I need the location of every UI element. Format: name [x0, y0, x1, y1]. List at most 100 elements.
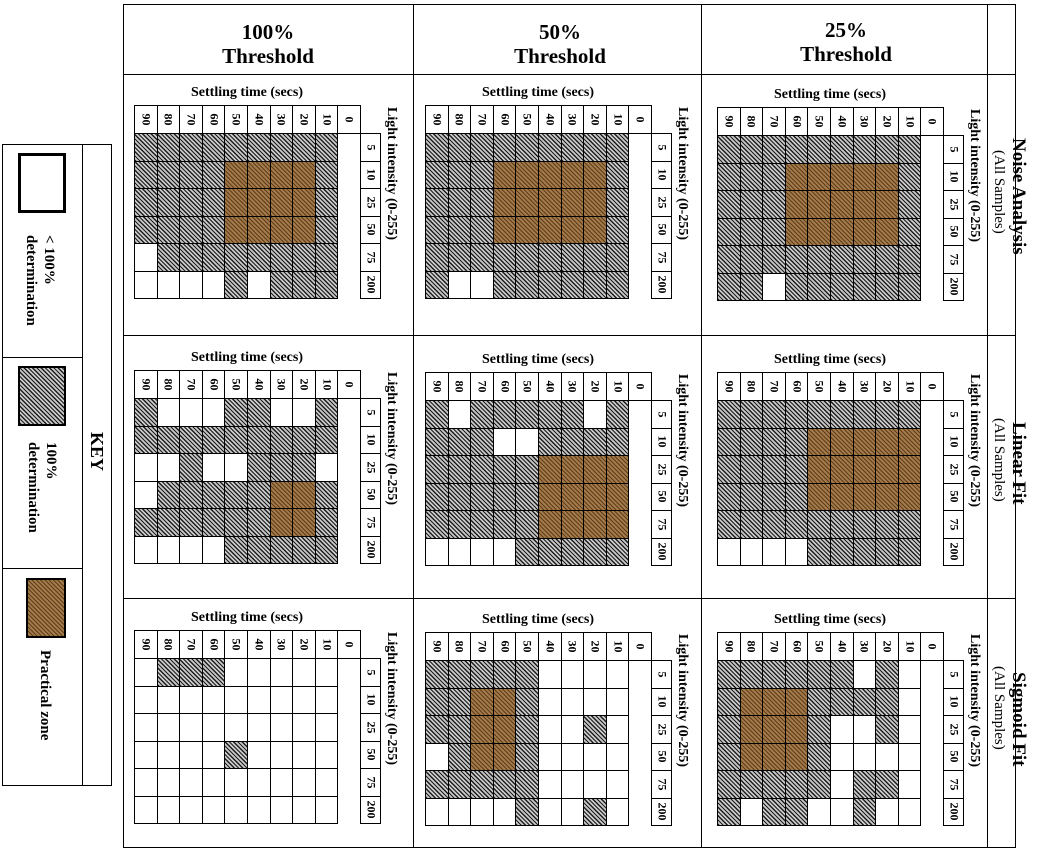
cell-100-determination [784, 272, 809, 301]
cell-practical-zone [292, 160, 316, 189]
cell-100-determination [447, 770, 472, 799]
light-tick-label: 5 [360, 658, 381, 687]
settling-tick-label: 40 [830, 632, 854, 661]
cell-100-determination [425, 133, 449, 162]
light-tick-text: 25 [947, 723, 961, 736]
cell-100-determination [717, 245, 741, 274]
cell-practical-zone [560, 482, 585, 511]
cell-100-determination [538, 400, 562, 429]
cell-100-determination [156, 133, 181, 162]
cell-100-determination [425, 715, 449, 744]
light-tick-text: 5 [947, 146, 961, 153]
cell-100-determination [201, 160, 226, 189]
cell-less-than-100 [314, 658, 339, 687]
settling-tick-text: 0 [342, 116, 357, 123]
settling-tick-label: 70 [179, 105, 203, 134]
cell-practical-zone [830, 190, 854, 219]
cell-practical-zone [852, 217, 877, 246]
settling-tick-text: 60 [790, 380, 805, 393]
settling-tick-text: 60 [790, 640, 805, 653]
cell-less-than-100 [134, 768, 158, 797]
row-header-sub: (All Samples) [991, 666, 1007, 750]
cell-practical-zone [538, 510, 562, 539]
cell-less-than-100 [605, 770, 630, 799]
light-tick-label: 50 [651, 215, 672, 244]
cell-100-determination [134, 160, 158, 189]
cell-100-determination [201, 188, 226, 217]
cell-100-determination [247, 535, 271, 564]
cell-100-determination [224, 535, 248, 564]
cell-100-determination [717, 687, 741, 716]
cell-100-determination [807, 245, 831, 274]
grid-noise-25: Settling time (secs) 90 80 70 60 50 40 30 20 10 0 5… [717, 87, 997, 337]
settling-tick-label: 30 [560, 632, 585, 661]
cell-100-determination [583, 797, 607, 826]
cell-less-than-100 [583, 770, 607, 799]
light-tick-text: 75 [655, 778, 669, 791]
cell-100-determination [470, 427, 494, 456]
settling-tick-text: 40 [252, 113, 267, 126]
settling-tick-label: 0 [337, 370, 361, 399]
light-tick-text: 75 [364, 251, 378, 264]
settling-tick-label: 50 [224, 370, 248, 399]
cell-100-determination [201, 133, 226, 162]
cell-100-determination [201, 508, 226, 537]
cell-less-than-100 [201, 398, 226, 427]
cell-100-determination [447, 133, 472, 162]
cell-100-determination [875, 400, 899, 429]
cell-100-determination [269, 133, 294, 162]
cell-practical-zone [269, 215, 294, 244]
cell-less-than-100 [560, 715, 585, 744]
settling-tick-label: 10 [897, 372, 922, 401]
cell-less-than-100 [156, 535, 181, 564]
light-tick-text: 50 [947, 225, 961, 238]
settling-tick-text: 20 [297, 113, 312, 126]
key-swatch-practical [26, 578, 66, 638]
cell-100-determination [784, 135, 809, 164]
settling-tick-text: 80 [744, 380, 759, 393]
settling-tick-label: 10 [314, 370, 339, 399]
settling-tick-text: 70 [767, 640, 782, 653]
cell-practical-zone [875, 217, 899, 246]
settling-tick-text: 90 [139, 113, 154, 126]
cell-less-than-100 [247, 658, 271, 687]
cell-100-determination [762, 455, 786, 484]
settling-tick-text: 90 [722, 115, 737, 128]
settling-tick-label: 0 [337, 630, 361, 659]
cell-100-determination [515, 400, 539, 429]
light-tick-label: 50 [651, 482, 672, 511]
cell-practical-zone [784, 715, 809, 744]
cell-100-determination [224, 243, 248, 272]
cell-less-than-100 [830, 797, 854, 826]
cell-less-than-100 [134, 480, 158, 509]
cell-less-than-100 [447, 400, 472, 429]
light-tick-text: 75 [364, 776, 378, 789]
cell-100-determination [201, 243, 226, 272]
cell-100-determination [717, 190, 741, 219]
light-tick-text: 10 [364, 433, 378, 446]
cell-100-determination [717, 217, 741, 246]
cell-less-than-100 [314, 768, 339, 797]
light-tick-text: 25 [947, 463, 961, 476]
cell-100-determination [470, 770, 494, 799]
settling-tick-label: 70 [762, 632, 786, 661]
cell-practical-zone [269, 480, 294, 509]
cell-less-than-100 [314, 453, 339, 482]
cell-practical-zone [292, 188, 316, 217]
cell-less-than-100 [269, 768, 294, 797]
key-swatch-white [18, 153, 66, 213]
hline-1 [123, 74, 1016, 75]
settling-tick-text: 30 [857, 115, 872, 128]
light-tick-label: 25 [360, 188, 381, 217]
cell-less-than-100 [762, 272, 786, 301]
light-tick-label: 75 [360, 243, 381, 272]
settling-tick-text: 0 [633, 116, 648, 123]
light-tick-label: 10 [651, 160, 672, 189]
light-tick-label: 75 [651, 510, 672, 539]
cell-100-determination [605, 400, 630, 429]
light-tick-text: 50 [655, 490, 669, 503]
light-tick-text: 25 [655, 196, 669, 209]
settling-tick-label: 70 [470, 632, 494, 661]
cell-less-than-100 [538, 797, 562, 826]
settling-tick-label: 50 [515, 105, 539, 134]
